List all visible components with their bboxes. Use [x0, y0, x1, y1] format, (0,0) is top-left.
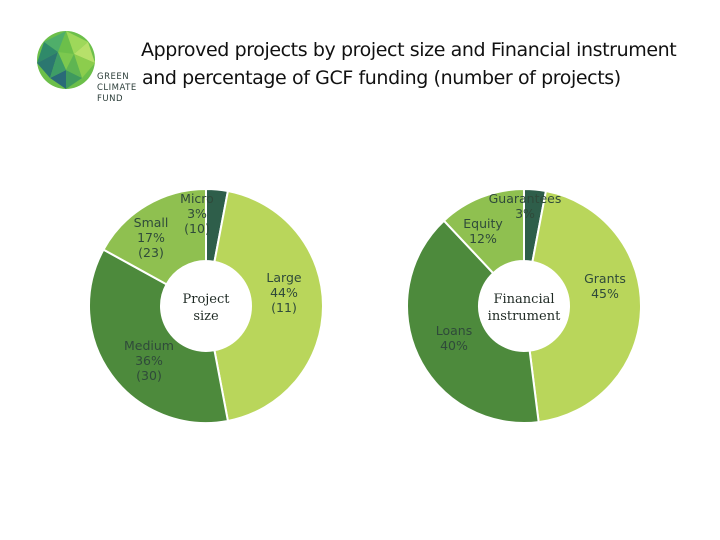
chart1-label-medium-count: (30) — [136, 368, 162, 383]
chart1-slice-large — [213, 189, 325, 423]
chart2-label-loans-percent: 40% — [440, 338, 468, 353]
chart1-label-micro-percent: 3% — [187, 206, 207, 221]
chart2-label-equity-percent: 12% — [469, 231, 497, 246]
logo-line-climate: CLIMATE — [97, 83, 137, 93]
chart1-slice-medium — [88, 248, 230, 424]
chart2-label-grants-percent: 45% — [591, 286, 619, 301]
chart1-label-medium-name: Medium — [124, 338, 174, 353]
chart1-label-micro-count: (10) — [184, 221, 210, 236]
chart2-center-label-1: Financial — [493, 292, 554, 307]
chart1-label-small-count: (23) — [138, 245, 164, 260]
chart1-center-label-2: size — [193, 309, 219, 324]
chart2-slice-equity — [442, 187, 525, 275]
chart1-slice-small — [102, 187, 207, 286]
title-line-2: and percentage of GCF funding (number of… — [142, 67, 621, 89]
chart2-label-grants-name: Grants — [584, 271, 626, 286]
chart2-label-loans-name: Loans — [436, 323, 473, 338]
chart2-label-guarantees-name: Guarantees — [489, 191, 562, 206]
title-line-1: Approved projects by project size and Fi… — [141, 39, 677, 61]
chart1-label-large-percent: 44% — [270, 285, 298, 300]
chart1-label-medium-percent: 36% — [135, 353, 163, 368]
chart1-label-large-count: (11) — [271, 300, 297, 315]
chart1-label-large-name: Large — [266, 270, 301, 285]
chart1-label-small-name: Small — [134, 215, 169, 230]
chart1-center-label-1: Project — [182, 292, 230, 307]
logo-line-green: GREEN — [97, 72, 130, 82]
green-globe-icon — [37, 31, 95, 89]
chart2-slice-grants — [528, 189, 642, 424]
chart2-label-guarantees-percent: 3% — [515, 206, 535, 221]
chart1-label-micro-name: Micro — [180, 191, 214, 206]
chart2-label-equity-name: Equity — [463, 216, 503, 231]
page-title: Approved projects by project size and Fi… — [141, 36, 716, 92]
chart1-label-small-percent: 17% — [137, 230, 165, 245]
green-climate-fund-logo — [37, 31, 95, 89]
logo-line-fund: FUND — [97, 94, 124, 104]
chart2-slice-loans — [406, 219, 540, 424]
chart2-center-label-2: instrument — [488, 309, 561, 324]
